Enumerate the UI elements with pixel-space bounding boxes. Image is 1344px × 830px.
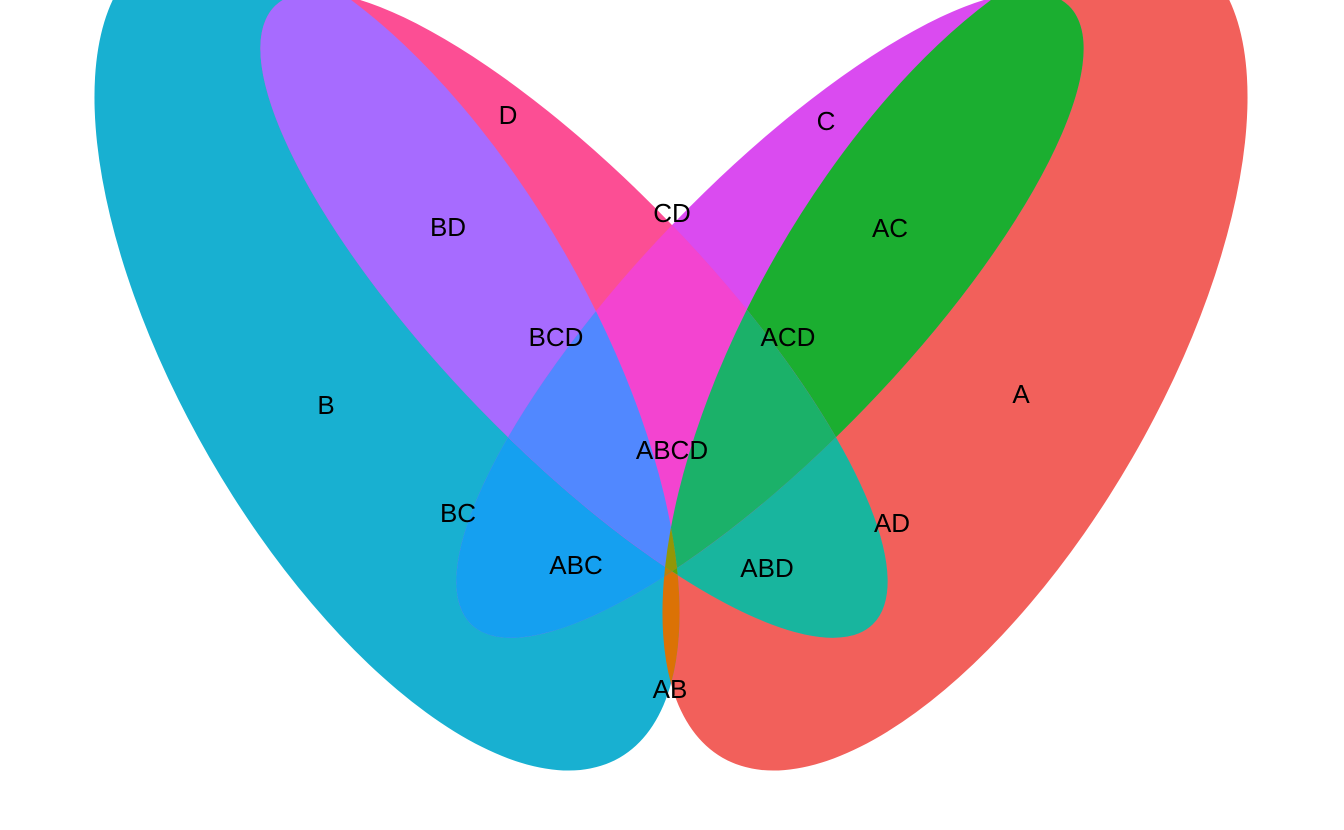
label-a: A (1012, 379, 1030, 409)
label-ac: AC (872, 213, 908, 243)
label-abc: ABC (549, 550, 602, 580)
label-d: D (499, 100, 518, 130)
label-acd: ACD (761, 322, 816, 352)
label-abd: ABD (740, 553, 793, 583)
label-ad: AD (874, 508, 910, 538)
label-cd: CD (653, 198, 691, 228)
label-ab: AB (653, 674, 688, 704)
label-c: C (817, 106, 836, 136)
label-bc: BC (440, 498, 476, 528)
label-b: B (317, 390, 334, 420)
venn-labels: A B C D AB AC AD BC BD CD ABC ABD ACD BC… (317, 100, 1030, 704)
label-bcd: BCD (529, 322, 584, 352)
label-bd: BD (430, 212, 466, 242)
label-abcd: ABCD (636, 435, 708, 465)
